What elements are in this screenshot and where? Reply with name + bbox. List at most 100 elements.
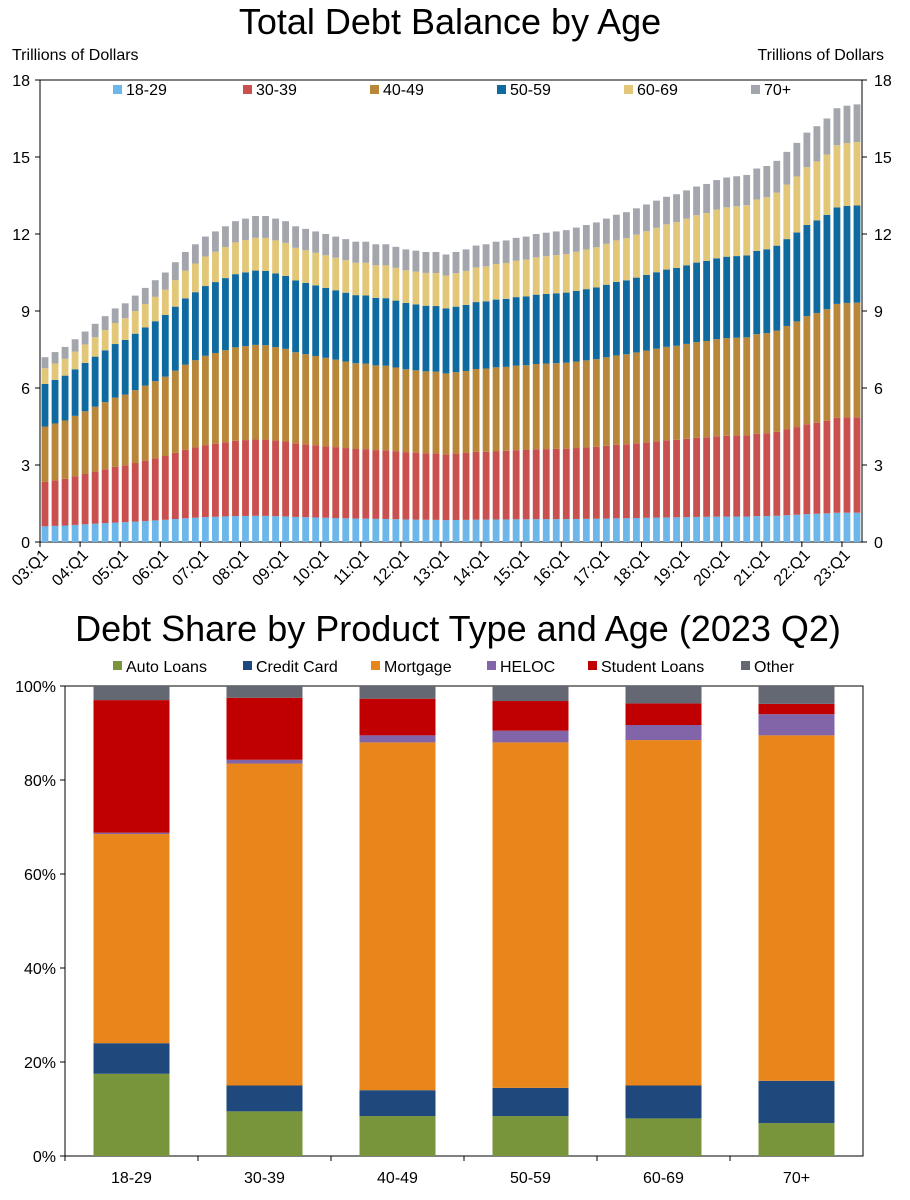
legend-swatch (370, 85, 379, 94)
bar-segment-18-29-2023-Q2 (853, 512, 861, 542)
bar-segment-60-69-2013-Q2 (452, 273, 460, 307)
bar-segment-40-49-2011-Q3 (382, 365, 390, 451)
bar-segment-18-29-2009-Q4 (312, 517, 320, 542)
bar-segment-70plus-2019-Q4 (713, 180, 721, 210)
bar-segment-credit-card-70plus (758, 1080, 835, 1124)
bar-segment-18-29-2015-Q4 (552, 519, 560, 542)
y-tick-label-left: 9 (21, 304, 30, 321)
bar-segment-student-loans-60-69 (625, 703, 702, 726)
bar-segment-40-49-2023-Q1 (843, 302, 851, 418)
chart2-plot-frame (64, 685, 864, 1157)
bar-segment-70plus-2017-Q3 (623, 212, 630, 239)
y-tick-label-right: 18 (874, 73, 892, 90)
bar-segment-70plus-2003-Q4 (71, 339, 79, 352)
bar-segment-50-59-2011-Q3 (382, 298, 390, 366)
bar-segment-70plus-2014-Q3 (502, 240, 510, 263)
bar-segment-40-49-2012-Q1 (402, 369, 410, 453)
x-category-label: 70+ (783, 1170, 810, 1187)
bar-segment-30-39-2014-Q2 (492, 451, 500, 520)
bar-segment-30-39-2020-Q4 (753, 433, 761, 517)
bar-segment-40-49-2013-Q4 (472, 368, 480, 452)
bar-segment-30-39-2014-Q1 (482, 451, 490, 520)
bar-segment-60-69-2016-Q2 (572, 251, 580, 291)
bar-segment-60-69-2005-Q2 (131, 311, 139, 334)
bar-segment-60-69-2014-Q3 (502, 262, 510, 299)
x-tick-label: 04:Q1 (49, 547, 92, 590)
y-tick-label: 80% (24, 773, 56, 790)
bar-segment-heloc-40-49 (359, 735, 436, 743)
bar-segment-other-18-29 (93, 686, 170, 701)
bar-segment-30-39-2011-Q1 (362, 449, 370, 519)
bar-segment-70plus-2014-Q4 (512, 237, 520, 261)
bar-segment-30-39-2003-Q3 (61, 478, 69, 526)
x-tick-label: 19:Q1 (651, 547, 694, 590)
bar-segment-60-69-2010-Q2 (332, 257, 340, 291)
bar-segment-40-49-2008-Q2 (252, 344, 259, 440)
bar-segment-70plus-2018-Q4 (673, 194, 680, 223)
bar-segment-mortgage-70plus (758, 735, 835, 1081)
bar-segment-50-59-2010-Q2 (332, 290, 340, 360)
bar-segment-40-49-2023-Q2 (853, 302, 861, 418)
bar-segment-40-49-2010-Q4 (352, 363, 360, 449)
bar-segment-50-59-2012-Q3 (422, 305, 430, 372)
bar-segment-60-69-2006-Q2 (171, 280, 179, 307)
bar-segment-60-69-2008-Q3 (262, 237, 269, 271)
bar-segment-30-39-2012-Q2 (412, 452, 420, 520)
bar-segment-70plus-2022-Q1 (803, 132, 811, 168)
bar-segment-other-50-59 (492, 686, 569, 702)
bar-segment-60-69-2017-Q4 (633, 234, 640, 278)
bar-segment-30-39-2018-Q2 (653, 441, 660, 518)
bar-segment-60-69-2017-Q3 (623, 238, 630, 281)
bar-segment-mortgage-30-39 (226, 763, 303, 1086)
legend-label: 50-59 (510, 82, 551, 99)
bar-segment-30-39-2010-Q1 (322, 446, 330, 518)
bar-segment-40-49-2015-Q4 (552, 363, 560, 449)
bar-segment-40-49-2022-Q1 (803, 316, 811, 425)
bar-segment-40-49-2003-Q4 (71, 415, 79, 477)
bar-segment-40-49-2016-Q4 (592, 359, 600, 447)
bar-segment-50-59-2004-Q3 (101, 350, 109, 403)
bar-segment-student-loans-40-49 (359, 698, 436, 736)
bar-segment-60-69-2012-Q1 (402, 270, 410, 304)
bar-segment-70plus-2003-Q2 (51, 352, 59, 364)
bar-segment-30-39-2016-Q3 (582, 447, 590, 519)
bar-segment-60-69-2017-Q1 (602, 243, 610, 285)
bar-segment-30-39-2004-Q3 (101, 469, 109, 524)
bar-segment-60-69-2004-Q3 (101, 330, 109, 351)
bar-segment-40-49-2021-Q3 (783, 325, 791, 430)
bar-segment-30-39-2018-Q1 (643, 442, 650, 518)
x-category-label: 50-59 (510, 1170, 551, 1187)
bar-segment-70plus-2021-Q2 (773, 160, 781, 193)
y-tick-label-left: 0 (21, 535, 30, 552)
chart2-legend: Auto Loans Credit Card Mortgage HELOC Studen… (113, 659, 795, 676)
bar-segment-18-29-2023-Q1 (843, 512, 851, 542)
bar-segment-60-69-2023-Q1 (843, 143, 851, 206)
bar-segment-30-39-2014-Q3 (502, 450, 510, 520)
bar-segment-60-69-2004-Q2 (91, 337, 99, 357)
bar-segment-70plus-2009-Q2 (292, 226, 300, 248)
y-tick-label-right: 6 (874, 381, 883, 398)
bar-segment-heloc-30-39 (226, 759, 303, 764)
bar-segment-18-29-2003-Q1 (41, 526, 49, 542)
y-tick-label-left: 6 (21, 381, 30, 398)
bar-segment-18-29-2019-Q1 (683, 517, 690, 542)
bar-segment-30-39-2012-Q4 (432, 453, 440, 520)
bar-segment-50-59-2020-Q3 (743, 255, 751, 338)
bar-segment-50-59-2017-Q2 (612, 282, 620, 356)
bar-segment-70plus-2003-Q1 (41, 357, 49, 369)
bar-segment-30-39-2003-Q4 (71, 476, 79, 525)
bar-segment-40-49-2012-Q2 (412, 370, 420, 453)
bar-segment-60-69-2009-Q3 (302, 250, 310, 283)
bar-segment-40-49-2006-Q2 (171, 370, 179, 453)
bar-segment-50-59-2010-Q4 (352, 295, 360, 364)
legend-swatch (588, 661, 597, 670)
bar-segment-40-49-2021-Q2 (773, 330, 781, 432)
bar-segment-60-69-2021-Q4 (793, 176, 801, 233)
bar-segment-50-59-2018-Q3 (663, 269, 670, 347)
bar-segment-30-39-2023-Q2 (853, 417, 861, 513)
bar-segment-50-59-2009-Q4 (312, 285, 320, 356)
bar-segment-18-29-2022-Q2 (813, 513, 821, 542)
bar-segment-30-39-2017-Q3 (623, 444, 630, 519)
bar-segment-60-69-2006-Q1 (161, 289, 169, 316)
bar-segment-60-69-2003-Q3 (61, 358, 69, 376)
